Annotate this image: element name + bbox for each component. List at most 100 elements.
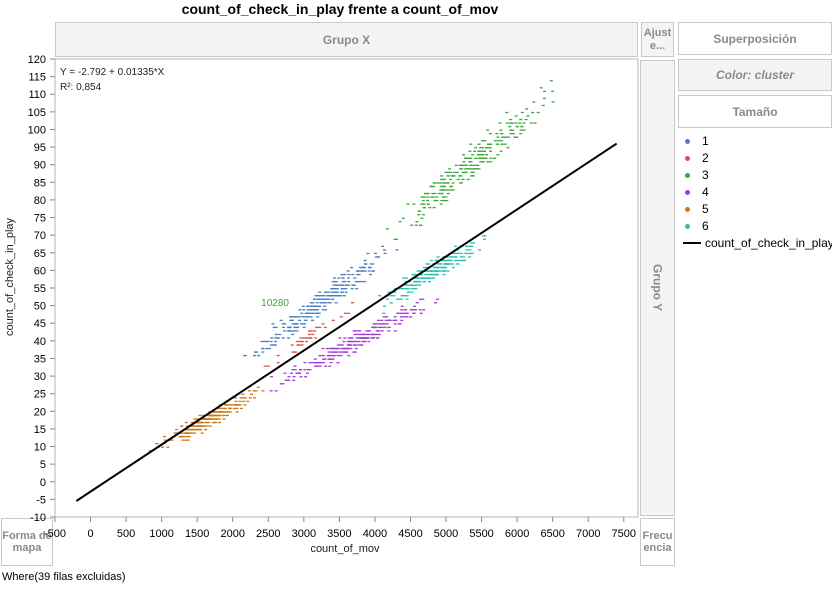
data-point-cluster-1 <box>360 280 364 283</box>
grupo-y-label: Grupo Y <box>650 264 665 312</box>
data-point-cluster-3 <box>489 143 493 145</box>
data-point-cluster-1 <box>311 302 315 304</box>
data-point-cluster-4 <box>384 319 388 322</box>
data-point-cluster-4 <box>287 376 291 378</box>
data-point-cluster-3 <box>503 136 507 138</box>
data-point-cluster-5 <box>204 421 208 424</box>
data-point-cluster-1 <box>319 295 323 297</box>
legend-label: 3 <box>702 168 709 182</box>
data-point-cluster-2 <box>313 330 317 332</box>
data-point-cluster-3 <box>444 171 448 174</box>
data-point-cluster-4 <box>334 347 338 350</box>
data-point-cluster-4 <box>360 344 364 346</box>
data-point-cluster-3 <box>414 224 418 226</box>
data-point-cluster-3 <box>479 147 483 149</box>
data-point-cluster-1 <box>350 266 354 269</box>
data-point-cluster-1 <box>306 309 310 311</box>
color-zone[interactable]: Color: cluster <box>678 59 832 91</box>
legend-item-fit-line[interactable]: count_of_check_in_play <box>683 236 832 250</box>
data-point-cluster-4 <box>367 333 371 336</box>
data-point-cluster-3 <box>449 171 453 174</box>
data-point-cluster-6 <box>443 263 447 265</box>
data-point-cluster-3 <box>542 97 546 100</box>
data-point-cluster-1 <box>336 295 340 297</box>
data-point-cluster-3 <box>439 185 443 188</box>
superposicion-zone[interactable]: Superposición <box>678 22 832 55</box>
data-point-cluster-5 <box>184 421 188 424</box>
data-point-cluster-4 <box>335 351 339 353</box>
legend-item-2[interactable]: 2 <box>685 151 709 165</box>
data-point-cluster-4 <box>330 354 334 357</box>
data-point-cluster-3 <box>500 140 504 142</box>
data-point-cluster-3 <box>430 196 434 198</box>
data-point-cluster-3 <box>506 147 510 149</box>
data-point-cluster-6 <box>467 256 471 258</box>
data-point-cluster-4 <box>404 309 408 311</box>
data-point-cluster-3 <box>482 150 486 152</box>
data-point-cluster-1 <box>302 323 306 325</box>
data-point-cluster-4 <box>279 383 283 385</box>
data-point-cluster-1 <box>326 295 330 297</box>
legend-item-6[interactable]: 6 <box>685 219 709 233</box>
data-point-cluster-5 <box>235 411 239 413</box>
data-point-cluster-3 <box>509 122 513 124</box>
data-point-cluster-3 <box>385 228 389 230</box>
data-point-cluster-3 <box>511 132 515 135</box>
data-point-cluster-5 <box>235 407 239 410</box>
frecuencia-zone[interactable]: Frecu encia <box>640 518 675 566</box>
data-point-cluster-1 <box>341 277 345 279</box>
data-point-cluster-6 <box>470 245 474 248</box>
data-point-cluster-4 <box>281 383 285 385</box>
data-point-cluster-5 <box>249 393 253 395</box>
legend-item-1[interactable]: 1 <box>685 134 709 148</box>
grupo-y-zone[interactable]: Grupo Y <box>640 60 675 516</box>
legend-item-4[interactable]: 4 <box>685 185 709 199</box>
y-tick-label: 100 <box>28 124 46 136</box>
forma-mapa-zone[interactable]: Forma de mapa <box>1 518 53 566</box>
tamano-zone[interactable]: Tamaño <box>678 95 832 128</box>
data-point-cluster-4 <box>338 337 342 339</box>
legend-marker <box>685 138 690 144</box>
data-point-cluster-4 <box>332 354 336 357</box>
data-point-cluster-6 <box>451 266 455 269</box>
ajuste-zone[interactable]: Ajust e... <box>641 22 674 57</box>
data-point-cluster-3 <box>442 178 446 181</box>
data-point-cluster-5 <box>180 435 184 438</box>
data-point-cluster-4 <box>329 361 333 364</box>
data-point-cluster-3 <box>476 154 480 156</box>
data-point-cluster-1 <box>300 323 304 325</box>
data-point-cluster-6 <box>405 277 409 279</box>
data-point-cluster-3 <box>500 132 504 135</box>
data-point-cluster-6 <box>456 263 460 265</box>
data-point-cluster-6 <box>436 256 440 258</box>
x-tick-label: 4500 <box>398 528 422 540</box>
data-point-cluster-3 <box>442 182 446 184</box>
data-point-cluster-5 <box>163 439 167 441</box>
data-point-cluster-5 <box>192 425 196 427</box>
legend-item-5[interactable]: 5 <box>685 202 709 216</box>
data-point-cluster-6 <box>414 284 418 286</box>
data-point-cluster-5 <box>242 400 246 403</box>
data-point-cluster-4 <box>365 330 369 332</box>
grupo-x-zone[interactable]: Grupo X <box>55 22 638 57</box>
data-point-cluster-4 <box>385 323 389 325</box>
data-point-cluster-6 <box>422 266 426 269</box>
data-point-cluster-1 <box>336 284 340 286</box>
data-point-cluster-4 <box>413 309 417 311</box>
data-point-cluster-4 <box>327 354 331 357</box>
data-point-cluster-6 <box>470 252 474 255</box>
data-point-cluster-4 <box>375 330 379 332</box>
data-point-cluster-1 <box>331 298 335 300</box>
data-point-cluster-5 <box>217 414 221 417</box>
data-point-cluster-6 <box>431 277 435 279</box>
legend-item-3[interactable]: 3 <box>685 168 709 182</box>
data-point-cluster-3 <box>473 150 477 152</box>
data-point-cluster-6 <box>450 263 454 265</box>
data-point-cluster-6 <box>378 295 382 297</box>
data-point-cluster-1 <box>332 295 336 297</box>
data-point-cluster-4 <box>372 323 376 325</box>
data-point-cluster-4 <box>339 344 343 346</box>
data-point-cluster-6 <box>445 259 449 262</box>
data-point-cluster-3 <box>415 221 419 223</box>
